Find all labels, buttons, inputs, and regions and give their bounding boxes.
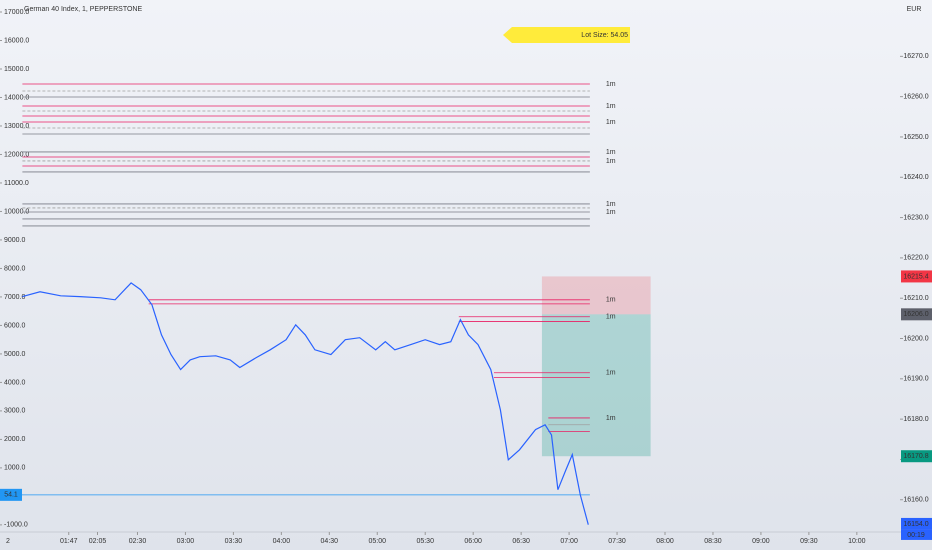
level-label: 1m <box>606 119 616 126</box>
x-tick-label: 03:00 <box>177 538 195 545</box>
y-tick-label: 16240.0 <box>903 174 928 181</box>
y2-tick-label: 17000.0 <box>4 9 29 16</box>
x-tick-label: 06:30 <box>512 538 530 545</box>
y-tick-label: 16160.0 <box>903 497 928 504</box>
y2-tick-label: 16000.0 <box>4 37 29 44</box>
level-label: 1m <box>606 158 616 165</box>
x-tick-label: 07:30 <box>608 538 626 545</box>
price-label: 16154.0 <box>903 521 928 528</box>
price-badge <box>901 517 932 530</box>
x-tick-label: 01:47 <box>60 538 78 545</box>
day-label: 2 <box>6 538 10 545</box>
y2-tick-label: -1000.0 <box>4 522 28 529</box>
x-tick-label: 02:05 <box>89 538 107 545</box>
x-tick-label: 04:30 <box>321 538 339 545</box>
price-label: 16170.8 <box>903 453 928 460</box>
lot-size: Lot Size: 54.05 <box>581 32 628 39</box>
x-tick-label: 04:00 <box>273 538 291 545</box>
y2-tick-label: 4000.0 <box>4 379 26 386</box>
y2-tick-label: 9000.0 <box>4 237 26 244</box>
chart-title: German 40 Index, 1, PEPPERSTONE <box>24 6 142 13</box>
x-tick-label: 09:00 <box>752 538 770 545</box>
y2-tick-label: 1000.0 <box>4 465 26 472</box>
price-label: 16215.4 <box>903 273 928 280</box>
lot-size-badge <box>503 27 630 43</box>
countdown-badge <box>901 529 932 540</box>
level-label: 1m <box>606 103 616 110</box>
x-tick-label: 09:30 <box>800 538 818 545</box>
y-tick-label: 16220.0 <box>903 255 928 262</box>
level-label: 1m <box>606 209 616 216</box>
price-badge <box>901 270 932 283</box>
y2-tick-label: 13000.0 <box>4 123 29 130</box>
y2-tick-label: 12000.0 <box>4 151 29 158</box>
price-label: 16206.0 <box>903 311 928 318</box>
x-tick-label: 08:00 <box>656 538 674 545</box>
zone-label: 1m <box>606 297 616 304</box>
y-tick-label: 16270.0 <box>903 53 928 60</box>
y-tick-label: 16250.0 <box>903 134 928 141</box>
y2-tick-label: 7000.0 <box>4 294 26 301</box>
target-zone <box>541 314 651 457</box>
indicator-badge <box>0 488 22 501</box>
zone-label: 1m <box>606 370 616 377</box>
y2-tick-label: 3000.0 <box>4 408 26 415</box>
price-badge <box>901 450 932 463</box>
indicator-label: 54.1 <box>4 492 18 499</box>
y-tick-label: 16180.0 <box>903 416 928 423</box>
x-tick-label: 02:30 <box>129 538 147 545</box>
price-line <box>22 282 589 525</box>
zone-label: 1m <box>606 415 616 422</box>
y-tick-label: 16210.0 <box>903 295 928 302</box>
y-tick-label: 16230.0 <box>903 214 928 221</box>
y2-tick-label: 6000.0 <box>4 322 26 329</box>
x-tick-label: 07:00 <box>560 538 578 545</box>
y-tick-label: 16200.0 <box>903 335 928 342</box>
y2-tick-label: 15000.0 <box>4 66 29 73</box>
stop-zone <box>541 276 651 315</box>
x-tick-label: 06:00 <box>464 538 482 545</box>
x-tick-label: 03:30 <box>225 538 243 545</box>
currency: EUR <box>907 6 922 13</box>
y2-tick-label: 11000.0 <box>4 180 29 187</box>
x-tick-label: 05:00 <box>368 538 386 545</box>
y-tick-label: 16260.0 <box>903 93 928 100</box>
y-tick-label: 16190.0 <box>903 376 928 383</box>
y2-tick-label: 2000.0 <box>4 436 26 443</box>
x-tick-label: 05:30 <box>416 538 434 545</box>
price-badge <box>901 308 932 321</box>
zone-label: 1m <box>606 314 616 321</box>
x-tick-label: 10:00 <box>848 538 866 545</box>
y2-tick-label: 5000.0 <box>4 351 26 358</box>
x-tick-label: 08:30 <box>704 538 722 545</box>
countdown: 00:19 <box>907 532 925 539</box>
y2-tick-label: 8000.0 <box>4 265 26 272</box>
y2-tick-label: 10000.0 <box>4 208 29 215</box>
level-label: 1m <box>606 149 616 156</box>
level-label: 1m <box>606 201 616 208</box>
y2-tick-label: 14000.0 <box>4 94 29 101</box>
level-label: 1m <box>606 81 616 88</box>
